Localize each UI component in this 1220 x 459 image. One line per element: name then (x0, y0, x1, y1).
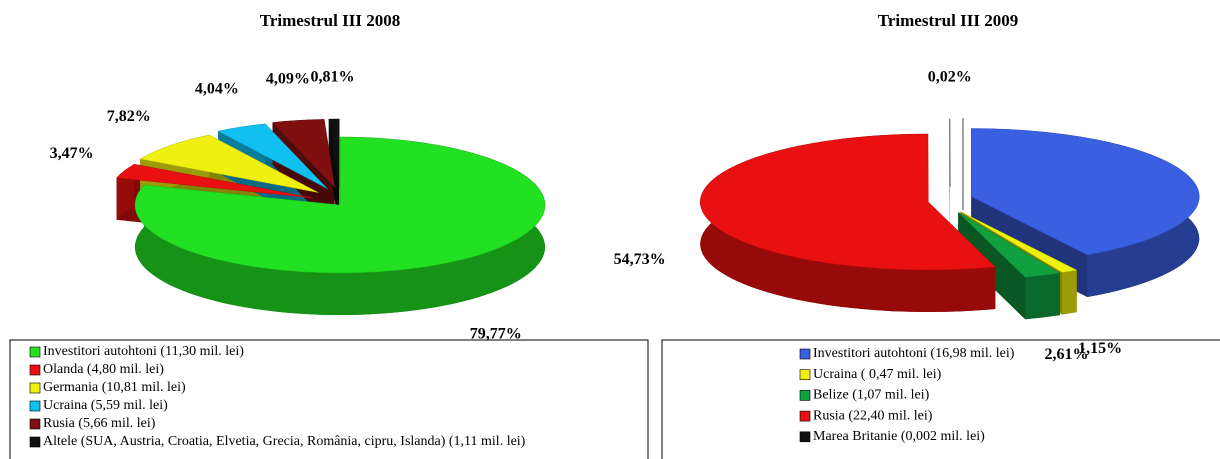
slice (328, 118, 340, 188)
legend-swatch (799, 390, 811, 401)
legend-swatch (29, 364, 41, 376)
legend-swatch (29, 382, 41, 394)
legend-label: Rusia (22,40 mil. lei) (813, 408, 933, 423)
slice-side (1025, 273, 1060, 320)
data-label: 0,02% (928, 68, 972, 85)
data-label: 0,81% (311, 69, 355, 86)
legend-label: Investitori autohtoni (11,30 mil. lei) (43, 344, 244, 359)
slice-side (1062, 270, 1077, 315)
slice (970, 128, 1200, 256)
legend-label: Germania (10,81 mil. lei) (43, 380, 186, 395)
legend-swatch (29, 400, 41, 412)
legend-label: Ucraina ( 0,47 mil. lei) (813, 367, 942, 382)
slice (139, 134, 319, 193)
data-label: 3,47% (50, 145, 94, 162)
data-label: 4,09% (266, 71, 310, 88)
slice (271, 119, 336, 189)
legend-swatch (29, 346, 41, 358)
legend-label: Investitori autohtoni (16,98 mil. lei) (813, 346, 1015, 361)
legend-swatch (29, 418, 41, 430)
chart-title: Trimestrul III 2008 (260, 11, 400, 30)
slice (134, 136, 546, 274)
slice (217, 123, 328, 189)
legend-label: Altele (SUA, Austria, Croatia, Elvetia, … (43, 434, 526, 449)
legend-swatch (799, 348, 811, 360)
legend-swatch (29, 436, 41, 448)
legend-swatch (799, 431, 811, 443)
legend-label: Rusia (5,66 mil. lei) (43, 416, 156, 431)
data-label: 4,04% (195, 80, 239, 97)
legend-label: Marea Britanie (0,002 mil. lei) (813, 429, 985, 444)
data-label: 2,61% (1045, 346, 1089, 363)
data-label: 79,77% (470, 325, 522, 342)
legend-box (9, 339, 649, 459)
slice (700, 133, 996, 271)
legend-label: Belize (1,07 mil. lei) (813, 388, 930, 403)
data-label: 54,73% (614, 251, 666, 268)
legend-box (661, 339, 1220, 459)
legend-label: Ucraina (5,59 mil. lei) (43, 398, 168, 413)
data-label: 1,15% (1078, 340, 1122, 357)
chart-title: Trimestrul III 2009 (878, 11, 1018, 30)
legend-label: Olanda (4,80 mil. lei) (43, 362, 164, 377)
legend-swatch (799, 410, 811, 422)
legend-swatch (799, 369, 811, 381)
slice (960, 211, 1078, 273)
data-label: 7,82% (107, 108, 151, 125)
slice (957, 212, 1061, 278)
slice (116, 163, 313, 199)
